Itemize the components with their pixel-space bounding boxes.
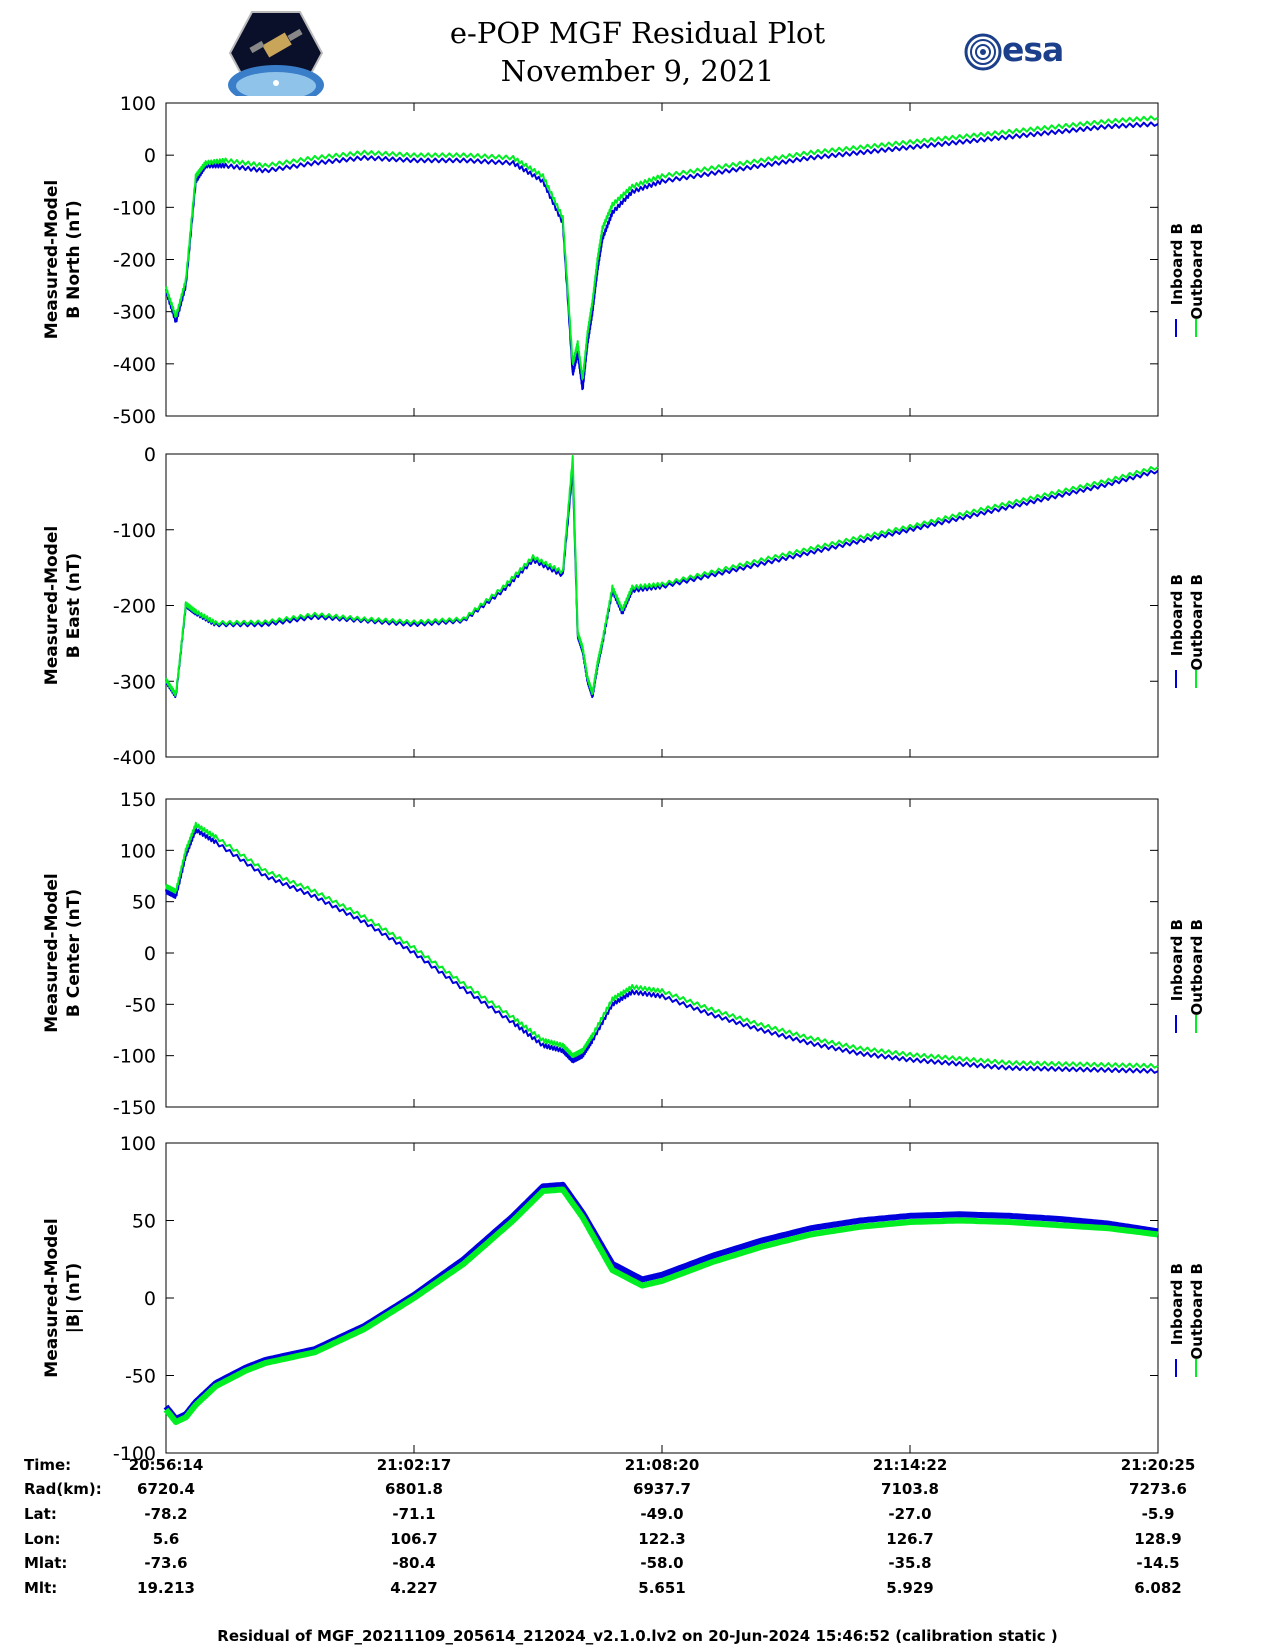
legend-entry: Outboard B bbox=[1188, 1263, 1206, 1360]
series-line-inboard bbox=[165, 466, 1159, 699]
y-tick-label: 50 bbox=[132, 892, 156, 914]
y-axis-label-line: B North (nT) bbox=[64, 200, 84, 319]
series-line-inboard bbox=[165, 121, 1159, 391]
plot-date: November 9, 2021 bbox=[500, 54, 775, 88]
legend: Inboard B Outboard B bbox=[1168, 223, 1206, 320]
y-tick-label: -100 bbox=[113, 197, 156, 219]
y-axis-label: Measured-Model B Center (nT) bbox=[42, 873, 84, 1032]
footer-caption: Residual of MGF_20211109_205614_212024_v… bbox=[217, 1627, 1058, 1645]
y-axis-label: Measured-Model B East (nT) bbox=[42, 526, 84, 685]
panel-frame bbox=[165, 102, 1159, 417]
series-line-outboard bbox=[165, 115, 1159, 380]
y-axis-label-line: Measured-Model bbox=[42, 526, 62, 685]
y-tick-label: -100 bbox=[113, 520, 156, 542]
y-axis-label-line: Measured-Model bbox=[42, 1218, 62, 1377]
legend-entry: Outboard B bbox=[1188, 223, 1206, 320]
legend-entry: Inboard B bbox=[1168, 223, 1186, 305]
legend: Inboard B Outboard B bbox=[1168, 1263, 1206, 1360]
panel-frame bbox=[165, 453, 1159, 758]
y-axis-label-line: B Center (nT) bbox=[64, 889, 84, 1017]
y-tick-label: -300 bbox=[113, 671, 156, 693]
y-tick-label: 100 bbox=[120, 93, 156, 115]
legend: Inboard B Outboard B bbox=[1168, 574, 1206, 671]
y-axis-label-line: Measured-Model bbox=[42, 180, 62, 339]
y-axis-label: Measured-Model B North (nT) bbox=[42, 180, 84, 339]
y-tick-label: 0 bbox=[144, 145, 156, 167]
y-axis-label: Measured-Model |B| (nT) bbox=[42, 1218, 84, 1377]
esa-logo-text: esa bbox=[1002, 30, 1064, 69]
y-tick-label: -400 bbox=[113, 354, 156, 376]
y-tick-label: 150 bbox=[120, 789, 156, 811]
y-tick-label: 100 bbox=[120, 1133, 156, 1155]
series-line-outboard bbox=[163, 1186, 1159, 1425]
legend-entry: Inboard B bbox=[1168, 919, 1186, 1001]
series-line-outboard bbox=[165, 455, 1159, 697]
y-axis-label-line: Measured-Model bbox=[42, 873, 62, 1032]
series-line-inboard bbox=[165, 827, 1159, 1074]
y-tick-label: 0 bbox=[144, 943, 156, 965]
y-axis-label-line: |B| (nT) bbox=[64, 1263, 84, 1334]
series-line-outboard bbox=[165, 821, 1159, 1069]
y-tick-label: 0 bbox=[144, 444, 156, 466]
y-tick-label: -200 bbox=[113, 250, 156, 272]
cassiope-mission-badge bbox=[228, 11, 324, 96]
legend-entry: Outboard B bbox=[1188, 574, 1206, 671]
y-axis-label-line: B East (nT) bbox=[64, 553, 84, 658]
panel-frame bbox=[165, 1142, 1159, 1454]
legend-entry: Inboard B bbox=[1168, 1263, 1186, 1345]
y-tick-label: -400 bbox=[113, 747, 156, 769]
legend-entry: Inboard B bbox=[1168, 574, 1186, 656]
y-tick-label: -200 bbox=[113, 596, 156, 618]
y-tick-label: 50 bbox=[132, 1211, 156, 1233]
plot-title: e-POP MGF Residual Plot bbox=[449, 16, 826, 50]
legend-entry: Outboard B bbox=[1188, 919, 1206, 1016]
y-tick-label: -100 bbox=[113, 1046, 156, 1068]
y-tick-label: -100 bbox=[113, 1443, 156, 1465]
y-tick-label: -150 bbox=[113, 1097, 156, 1119]
legend: Inboard B Outboard B bbox=[1168, 919, 1206, 1016]
y-tick-label: -500 bbox=[113, 406, 156, 428]
esa-logo bbox=[964, 33, 1002, 71]
y-tick-label: -50 bbox=[125, 1366, 156, 1388]
y-tick-label: -300 bbox=[113, 302, 156, 324]
y-tick-label: -50 bbox=[125, 994, 156, 1016]
y-tick-label: 0 bbox=[144, 1288, 156, 1310]
y-tick-label: 100 bbox=[120, 840, 156, 862]
